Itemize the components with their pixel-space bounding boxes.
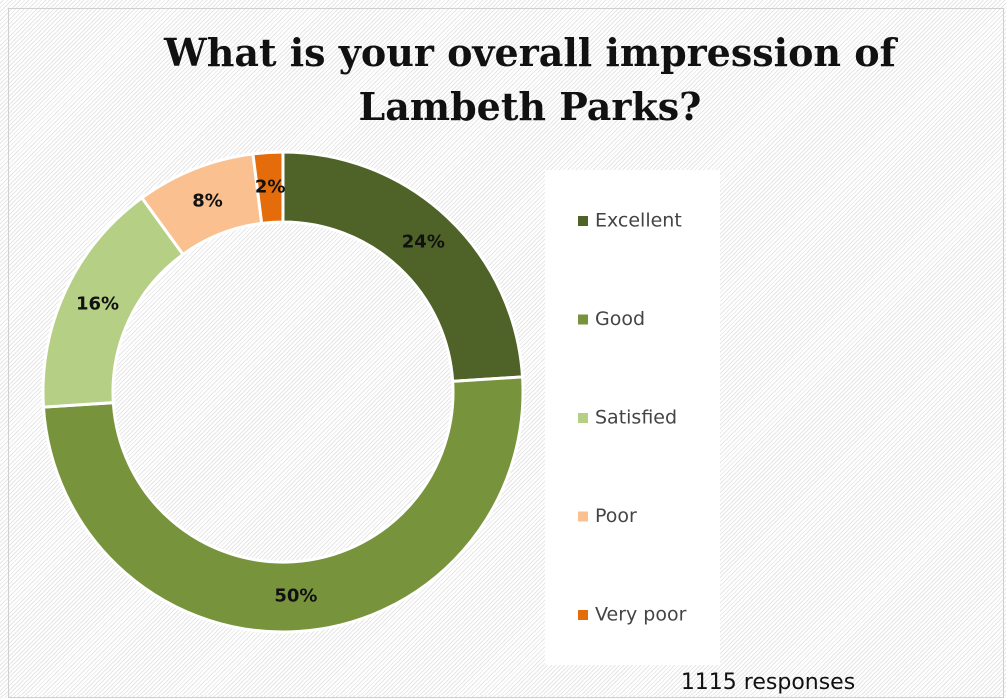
legend-swatch [578,314,588,325]
legend-swatch [578,413,588,423]
value-label: 50% [274,586,317,607]
legend-label: Very poor [595,604,687,626]
value-label: 16% [76,294,119,315]
donut-slice [41,375,525,634]
legend-label: Good [595,308,645,330]
legend-label: Excellent [595,210,682,232]
legend-swatch [578,216,588,226]
value-label: 24% [402,232,445,253]
legend-swatch [578,511,588,522]
chart-title: What is your overall impression of Lambe… [164,30,896,129]
legend-label: Satisfied [595,407,677,429]
legend-swatch [578,610,588,620]
legend-box [545,170,720,665]
value-label: 2% [255,176,286,197]
value-label: 8% [192,190,223,211]
donut-slice [251,150,285,226]
donut-slice [281,150,525,383]
annotation: 1115 responses [681,670,855,695]
legend-label: Poor [595,505,637,527]
